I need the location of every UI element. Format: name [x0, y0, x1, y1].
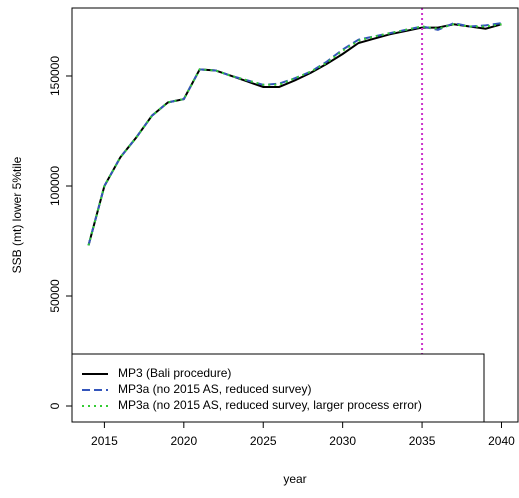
- y-tick-label: 50000: [48, 279, 62, 313]
- y-axis-label: SSB (mt) lower 5%tile: [10, 156, 24, 273]
- legend-label: MP3 (Bali procedure): [118, 366, 231, 380]
- x-tick-label: 2015: [91, 434, 118, 448]
- series-line: [87, 22, 502, 246]
- legend-label: MP3a (no 2015 AS, reduced survey): [118, 382, 311, 396]
- x-tick-label: 2035: [409, 434, 436, 448]
- x-tick-label: 2020: [170, 434, 197, 448]
- y-tick-label: 100000: [48, 166, 62, 206]
- legend-label: MP3a (no 2015 AS, reduced survey, larger…: [118, 398, 422, 412]
- x-tick-label: 2030: [329, 434, 356, 448]
- x-axis-label: year: [283, 472, 306, 486]
- legend-box: [71, 353, 485, 423]
- y-tick-label: 0: [48, 402, 62, 409]
- x-tick-label: 2025: [250, 434, 277, 448]
- series-line: [87, 23, 502, 246]
- y-tick-label: 150000: [48, 56, 62, 96]
- x-tick-label: 2040: [488, 434, 515, 448]
- series-line: [87, 23, 502, 246]
